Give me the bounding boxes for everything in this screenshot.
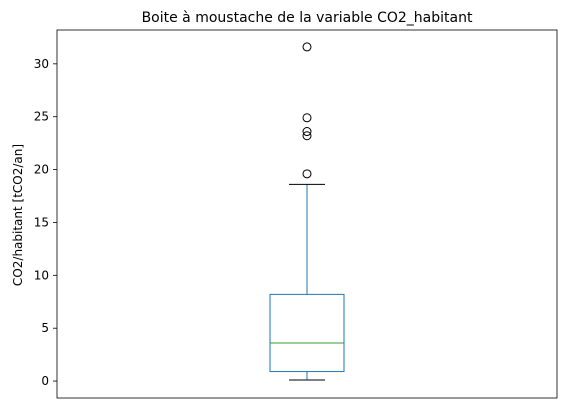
iqr-box [269,293,345,373]
outlier-point [302,42,312,52]
y-tick-label: 30 [34,57,49,71]
plot-marks [269,42,345,381]
y-tick-label: 0 [41,374,49,388]
outlier-point [302,113,312,123]
y-axis-ticks: 0 5 10 15 20 25 30 [34,57,57,388]
outlier-point [302,131,312,141]
y-tick-label: 20 [34,163,49,177]
y-tick-label: 15 [34,215,49,229]
outlier-point [302,169,312,179]
y-tick-label: 10 [34,268,49,282]
outlier-point [302,127,312,137]
y-axis-label: CO2/habitant [tCO2/an] [11,144,25,286]
y-tick-label: 25 [34,110,49,124]
plot-frame [56,29,558,399]
chart-title: Boite à moustache de la variable CO2_hab… [142,10,473,26]
y-tick-label: 5 [41,321,49,335]
